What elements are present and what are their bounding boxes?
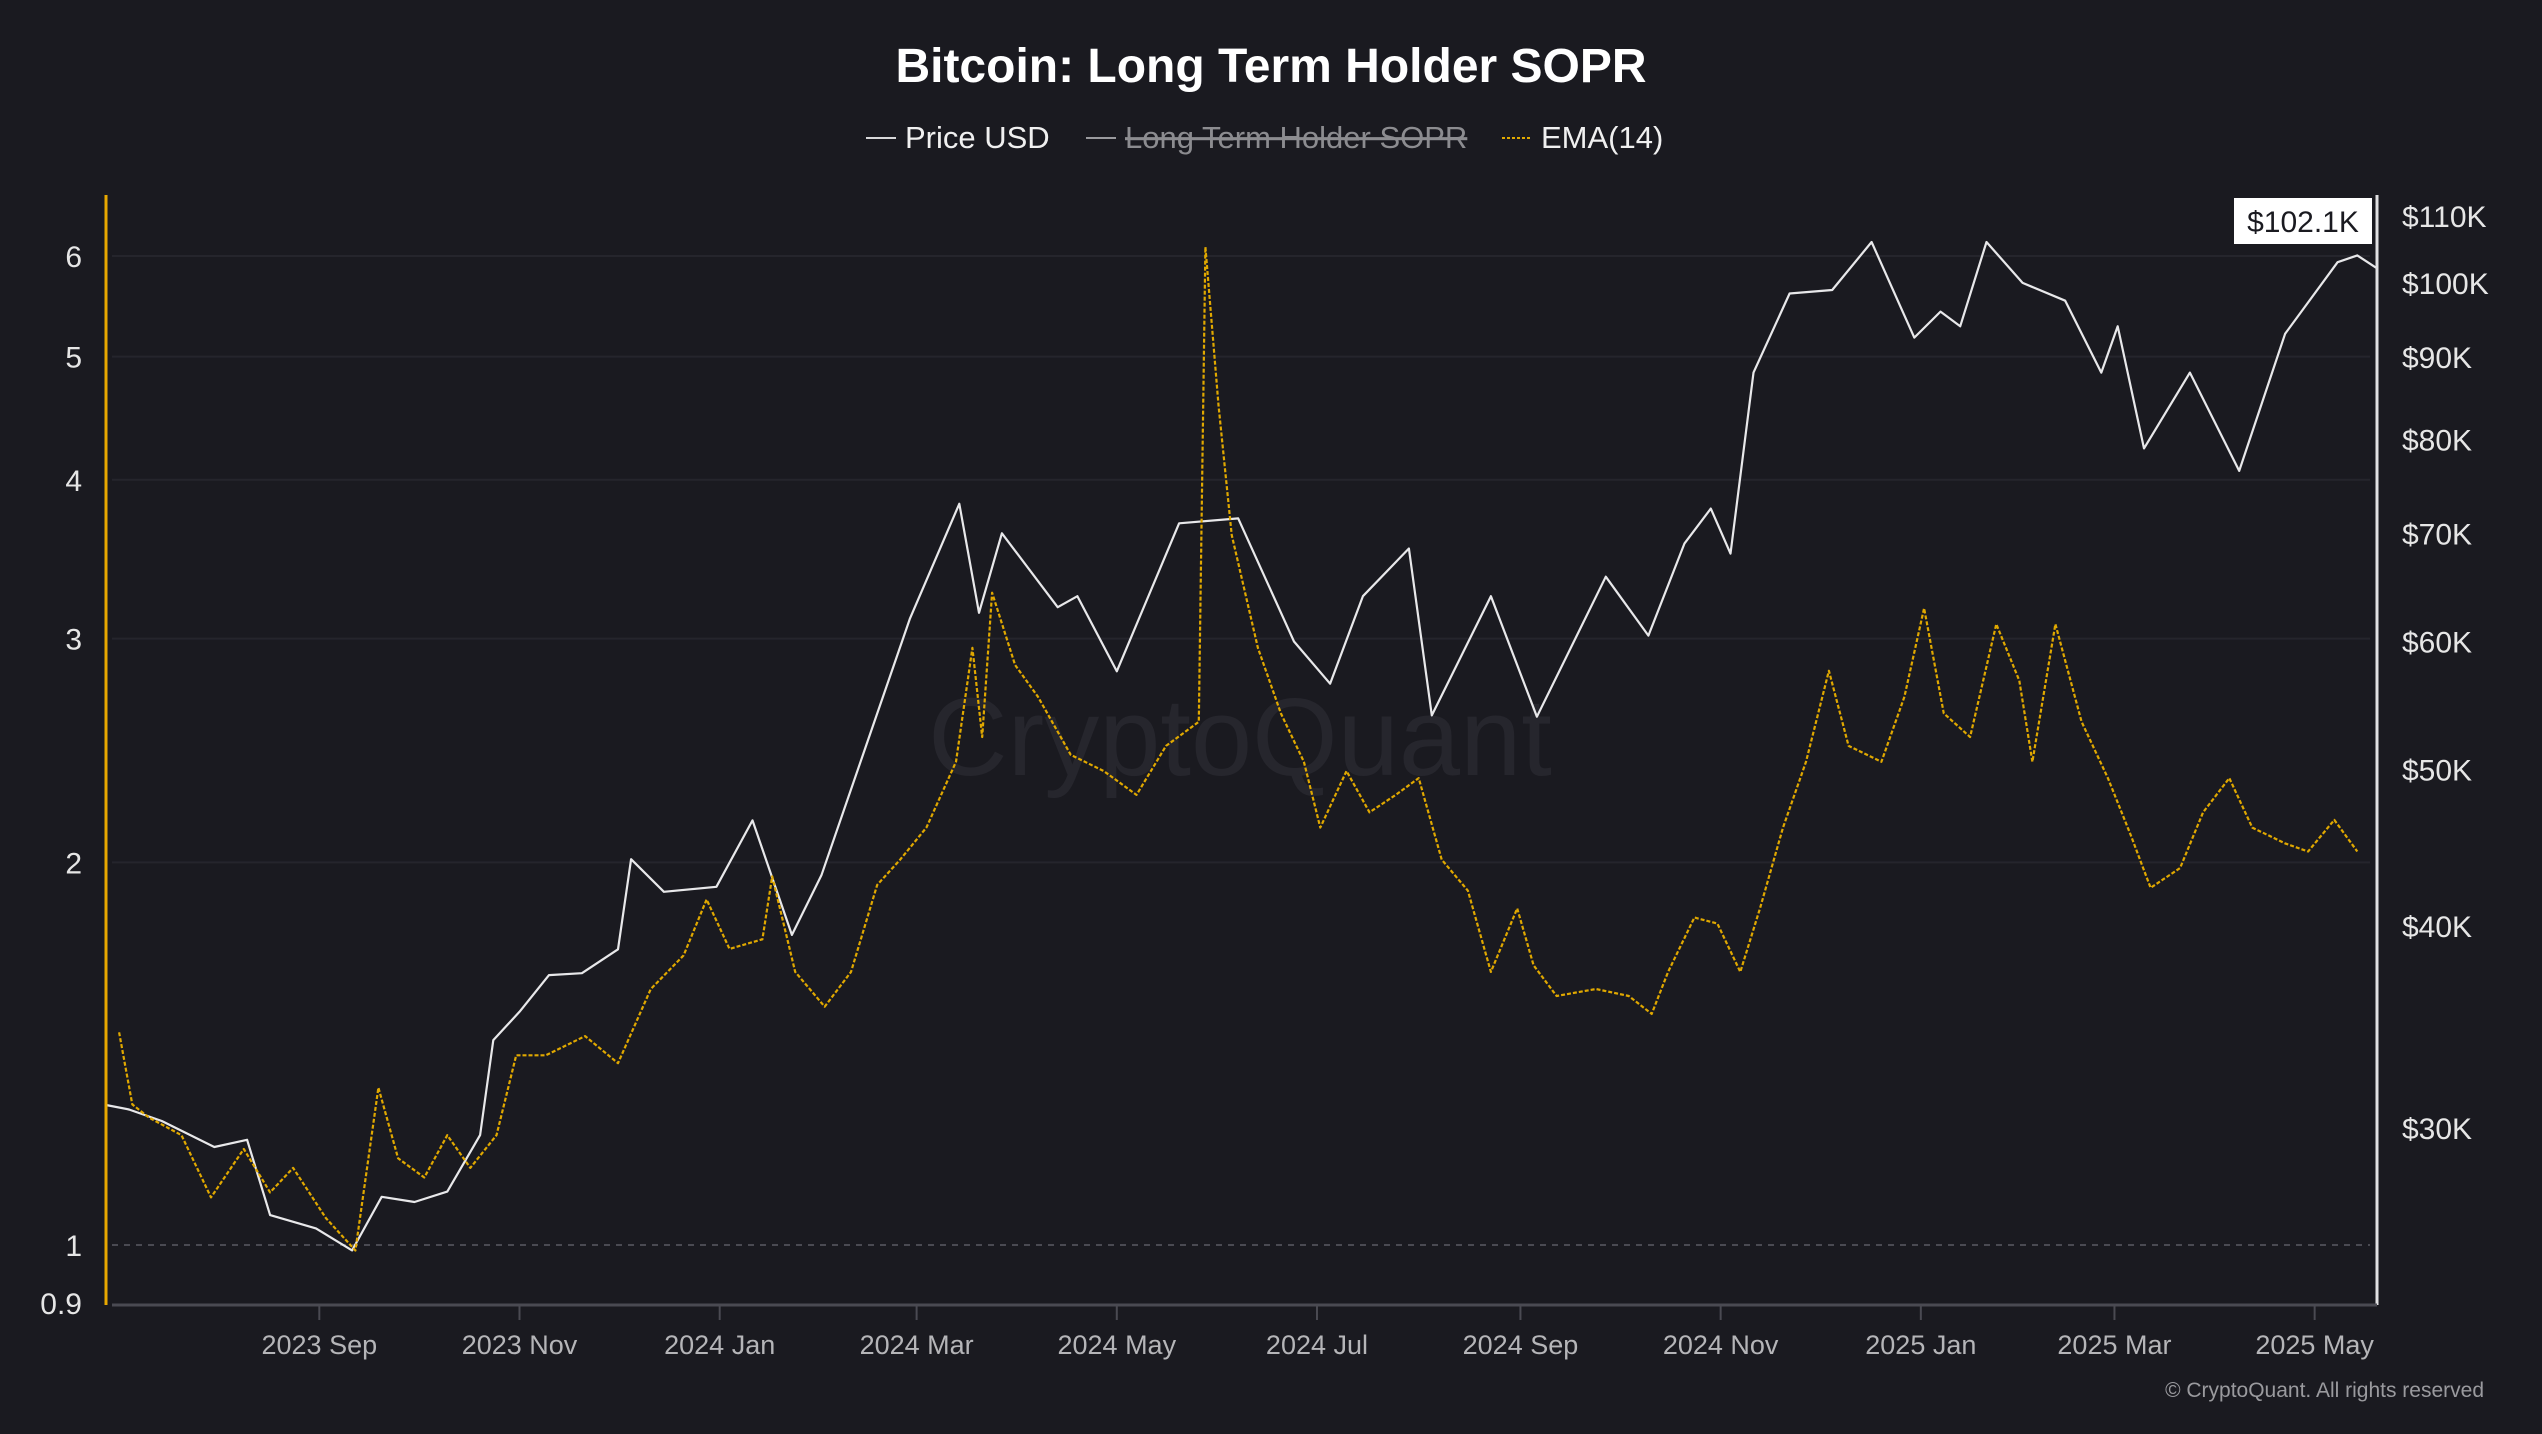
right-tick-label: $70K bbox=[2402, 518, 2472, 551]
gridlines bbox=[112, 255, 2370, 1246]
right-tick-label: $90K bbox=[2402, 342, 2472, 375]
watermark: CryptoQuant bbox=[928, 676, 1552, 799]
left-tick-label: 0.9 bbox=[40, 1288, 82, 1321]
chart-title: Bitcoin: Long Term Holder SOPR bbox=[895, 40, 1646, 93]
current-price-box bbox=[2234, 198, 2372, 244]
right-tick-label: $30K bbox=[2402, 1113, 2472, 1146]
legend-sopr-label: Long Term Holder SOPR bbox=[1125, 120, 1467, 155]
x-tick-label: 2024 Mar bbox=[860, 1330, 974, 1360]
left-tick-label: 4 bbox=[65, 465, 82, 498]
legend-item-ema[interactable]: EMA(14) bbox=[1502, 120, 1663, 155]
series-lines bbox=[105, 240, 2378, 1252]
legend-ema-label: EMA(14) bbox=[1541, 120, 1663, 155]
right-axis-ticks: $110K $100K $90K $80K $70K $60K $50K $40K $30K bbox=[2402, 201, 2489, 1146]
current-price-label: $102.1K bbox=[2234, 198, 2372, 244]
left-axis-ticks: 6 5 4 3 2 1 0.9 bbox=[40, 241, 82, 1321]
price-usd-line bbox=[105, 240, 2378, 1252]
right-tick-label: $100K bbox=[2402, 268, 2489, 301]
x-axis-ticks: 2023 Sep 2023 Nov 2024 Jan 2024 Mar 2024 May… bbox=[262, 1306, 2374, 1360]
right-tick-label: $50K bbox=[2402, 754, 2472, 787]
legend-item-price[interactable]: Price USD bbox=[866, 120, 1050, 155]
x-tick-label: 2024 Jul bbox=[1266, 1330, 1368, 1360]
left-tick-label: 6 bbox=[65, 241, 82, 274]
x-tick-label: 2025 Jan bbox=[1865, 1330, 1976, 1360]
right-tick-label: $110K bbox=[2402, 201, 2487, 234]
x-tick-label: 2023 Nov bbox=[462, 1330, 578, 1360]
right-tick-label: $60K bbox=[2402, 626, 2472, 659]
legend-price-label: Price USD bbox=[905, 120, 1050, 155]
x-tick-label: 2025 May bbox=[2255, 1330, 2374, 1360]
current-price-text: $102.1K bbox=[2247, 206, 2359, 239]
x-tick-label: 2024 Sep bbox=[1463, 1330, 1579, 1360]
left-tick-label: 5 bbox=[65, 342, 82, 375]
copyright: © CryptoQuant. All rights reserved bbox=[2165, 1379, 2484, 1402]
legend: Price USD Long Term Holder SOPR EMA(14) bbox=[866, 120, 1663, 155]
right-tick-label: $40K bbox=[2402, 911, 2472, 944]
x-tick-label: 2024 Jan bbox=[664, 1330, 775, 1360]
x-tick-label: 2024 Nov bbox=[1663, 1330, 1779, 1360]
left-tick-label: 1 bbox=[65, 1230, 82, 1263]
x-tick-label: 2025 Mar bbox=[2057, 1330, 2171, 1360]
ema14-line bbox=[118, 245, 2359, 1252]
legend-item-lth-sopr[interactable]: Long Term Holder SOPR bbox=[1086, 120, 1467, 155]
left-tick-label: 2 bbox=[65, 847, 82, 880]
x-tick-label: 2023 Sep bbox=[262, 1330, 378, 1360]
right-tick-label: $80K bbox=[2402, 425, 2472, 458]
x-tick-label: 2024 May bbox=[1058, 1330, 1177, 1360]
left-tick-label: 3 bbox=[65, 624, 82, 657]
